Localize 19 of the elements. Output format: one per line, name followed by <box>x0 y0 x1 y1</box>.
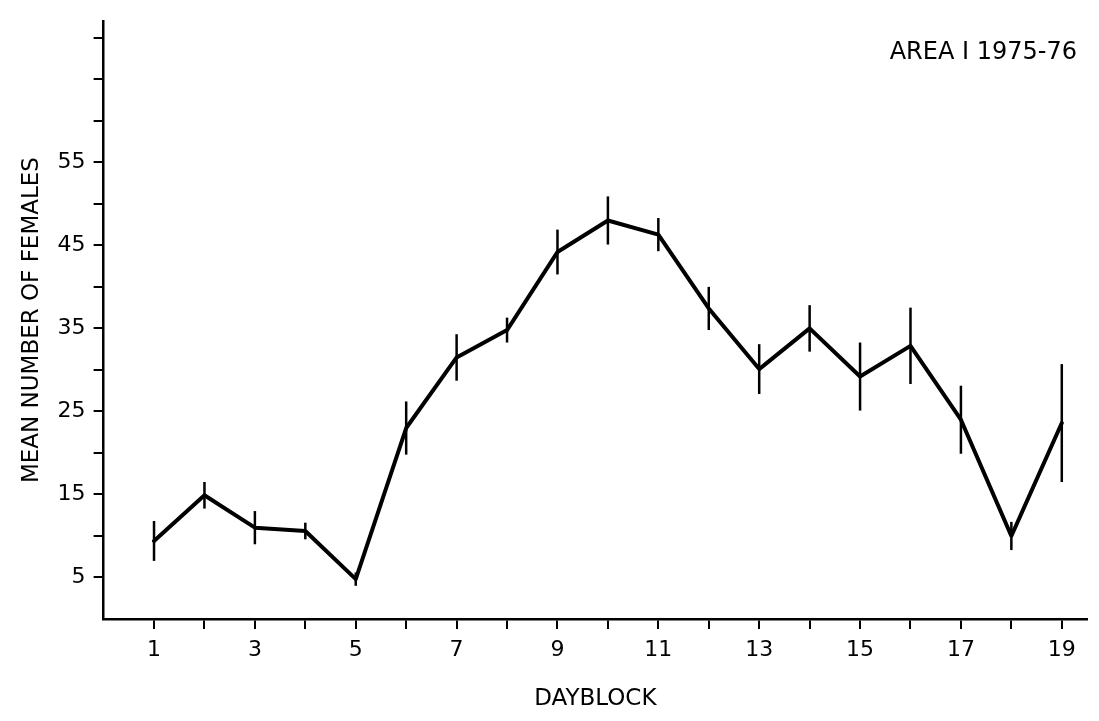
x-tick-label: 15 <box>846 635 875 661</box>
x-tick-label: 1 <box>147 635 162 661</box>
x-tick-label: 19 <box>1047 635 1076 661</box>
y-axis-title: MEAN NUMBER OF FEMALES <box>16 157 43 484</box>
x-tick-label: 11 <box>644 635 673 661</box>
y-tick-label: 5 <box>71 563 86 589</box>
x-tick-label: 13 <box>745 635 774 661</box>
y-tick-label: 15 <box>57 480 86 506</box>
x-tick-label: 5 <box>348 635 363 661</box>
y-tick-label: 55 <box>57 148 86 174</box>
x-tick-label: 17 <box>946 635 975 661</box>
x-axis-title: DAYBLOCK <box>534 684 658 711</box>
text: AREA I 1975-76 <box>889 37 1077 66</box>
y-tick-label: 25 <box>57 397 86 423</box>
x-tick-label: 7 <box>449 635 464 661</box>
y-tick-label: 45 <box>57 231 86 257</box>
y-tick-label: 35 <box>57 314 86 340</box>
x-tick-label: 3 <box>247 635 262 661</box>
x-tick-label: 9 <box>550 635 565 661</box>
